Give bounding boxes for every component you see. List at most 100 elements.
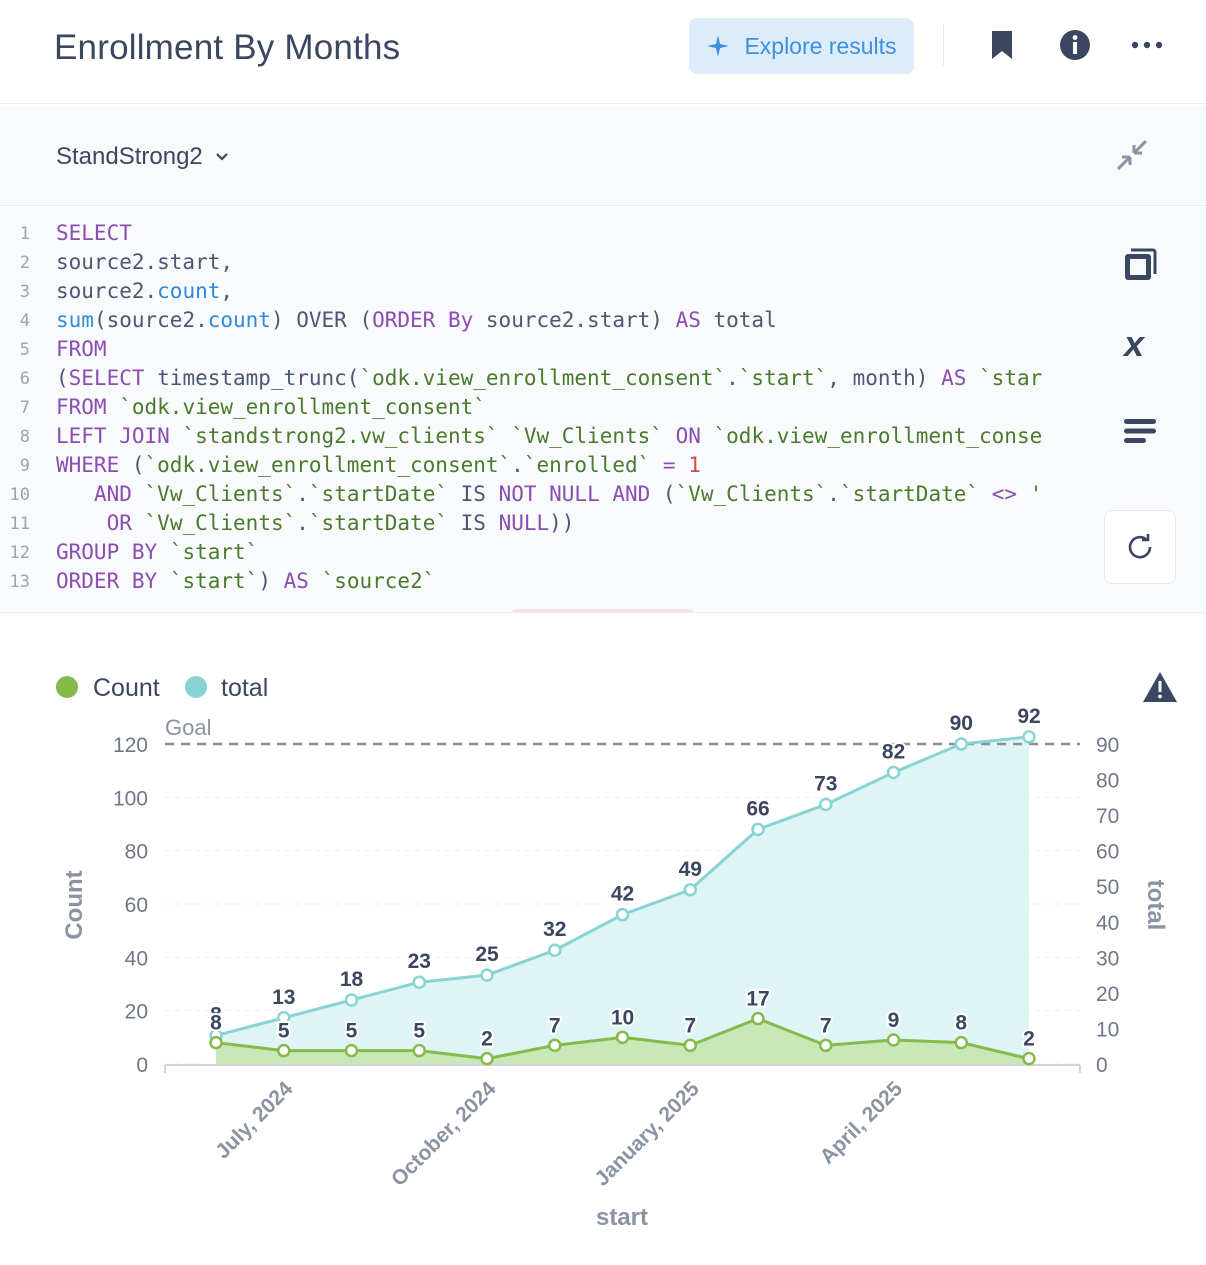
code-line: 7 FROM `odk.view_enrollment_consent` [0, 395, 1080, 424]
header: Enrollment By Months Explore results [0, 0, 1206, 104]
total-data-label: 25 [475, 943, 499, 966]
line-number: 9 [19, 456, 30, 476]
header-divider [943, 24, 944, 66]
total-point [548, 943, 562, 957]
chevron-down-icon [216, 153, 228, 161]
code-line: 4 sum(source2.count) OVER (ORDER By sourc… [0, 308, 1080, 337]
count-point [412, 1043, 426, 1058]
x-tick-label: October, 2024 [387, 1077, 501, 1191]
line-number: 7 [19, 398, 30, 418]
goal-label: Goal [165, 715, 211, 740]
code-text: FROM [56, 337, 107, 361]
count-data-label: 8 [210, 1012, 222, 1035]
code-line: 5 FROM [0, 337, 1080, 366]
legend-total-label: total [221, 674, 268, 702]
code-text: source2.start, [56, 250, 234, 274]
line-number: 8 [19, 427, 30, 447]
explore-results-button[interactable]: Explore results [689, 18, 914, 74]
line-number: 3 [19, 282, 30, 302]
y2-tick-label: 20 [1096, 983, 1119, 1006]
code-line: 6 (SELECT timestamp_trunc(`odk.view_enrol… [0, 366, 1080, 395]
code-line: 1 SELECT [0, 221, 1080, 250]
code-line: 11 OR `Vw_Clients`.`startDate` IS NULL)) [0, 511, 1080, 540]
y2-tick-label: 50 [1096, 876, 1119, 899]
legend-total-dot [185, 676, 207, 698]
line-number: 12 [9, 543, 30, 563]
total-point [683, 883, 697, 897]
svg-text:x: x [1122, 328, 1146, 362]
legend-count-dot [56, 676, 78, 698]
count-data-label: 17 [746, 988, 769, 1011]
count-data-label: 7 [549, 1014, 561, 1037]
count-data-label: 2 [1023, 1028, 1035, 1051]
code-text: source2.count, [56, 279, 234, 303]
total-data-label: 42 [611, 883, 634, 906]
line-number: 1 [19, 224, 30, 244]
count-point [615, 1030, 630, 1045]
y2-tick-label: 60 [1096, 841, 1119, 864]
editor-resize-handle[interactable] [512, 609, 694, 612]
count-point [954, 1035, 968, 1050]
y2-tick-label: 80 [1096, 770, 1119, 793]
line-number: 6 [19, 369, 30, 389]
explore-results-label: Explore results [744, 32, 897, 59]
bookmark-icon[interactable] [985, 28, 1019, 62]
more-icon[interactable] [1130, 28, 1164, 62]
count-data-label: 7 [820, 1014, 832, 1037]
total-point [412, 975, 426, 989]
x-tick-label: January, 2025 [590, 1077, 704, 1191]
code-line: 8 LEFT JOIN `standstrong2.vw_clients` `Vw… [0, 424, 1080, 453]
snippet-icon[interactable] [1120, 245, 1160, 285]
sparkle-icon [707, 35, 730, 57]
count-point [277, 1043, 291, 1058]
info-icon[interactable] [1058, 28, 1092, 62]
y2-tick-label: 70 [1096, 805, 1119, 828]
line-number: 2 [19, 253, 30, 273]
x-tick-label: April, 2025 [816, 1077, 908, 1169]
count-data-label: 7 [684, 1014, 696, 1037]
y-tick-label: 80 [125, 841, 148, 864]
y2-tick-label: 40 [1096, 912, 1119, 935]
count-point [344, 1043, 359, 1058]
total-data-label: 73 [814, 772, 837, 795]
code-line: 13 ORDER BY `start`) AS `source2` [0, 569, 1080, 598]
count-data-label: 10 [611, 1006, 634, 1029]
y2-tick-label: 0 [1096, 1054, 1108, 1077]
refresh-icon [1128, 534, 1152, 559]
count-point [209, 1035, 223, 1050]
sql-editor[interactable]: 1 SELECT 2 source2.start, 3 source2.count, 4 su… [0, 207, 1206, 613]
count-data-label: 5 [278, 1020, 290, 1043]
format-query-icon[interactable] [1120, 411, 1160, 451]
variables-icon[interactable]: x [1120, 325, 1160, 365]
page-title: Enrollment By Months [54, 28, 401, 67]
collapse-icon[interactable] [1114, 137, 1150, 173]
database-selector[interactable]: StandStrong2 [56, 143, 229, 171]
total-data-label: 8 [210, 1004, 222, 1027]
y2-tick-label: 90 [1096, 734, 1119, 757]
run-query-button[interactable] [1104, 510, 1176, 584]
total-data-label: 23 [408, 950, 431, 973]
count-data-label: 5 [346, 1020, 358, 1043]
total-point [819, 797, 833, 812]
total-data-label: 32 [543, 918, 566, 941]
y-tick-label: 20 [125, 1001, 148, 1024]
x-axis-label: start [596, 1204, 648, 1231]
total-data-label: 82 [882, 740, 905, 763]
total-data-label: 49 [679, 858, 702, 881]
code-text: OR `Vw_Clients`.`startDate` IS NULL)) [106, 511, 575, 535]
total-point [751, 822, 765, 837]
code-text: sum(source2.count) OVER (ORDER By source… [56, 308, 777, 332]
y2-axis-label: total [1142, 880, 1169, 931]
total-point [1022, 730, 1036, 744]
total-data-label: 66 [746, 797, 769, 820]
database-bar: StandStrong2 [0, 105, 1206, 206]
count-point [751, 1011, 765, 1026]
total-point [615, 907, 630, 922]
total-point [954, 737, 968, 751]
x-tick-label: July, 2024 [211, 1077, 297, 1163]
count-data-label: 8 [955, 1012, 967, 1035]
total-point [480, 968, 494, 982]
line-number: 10 [9, 485, 30, 505]
total-data-label: 92 [1017, 705, 1040, 728]
total-point [277, 1011, 291, 1025]
